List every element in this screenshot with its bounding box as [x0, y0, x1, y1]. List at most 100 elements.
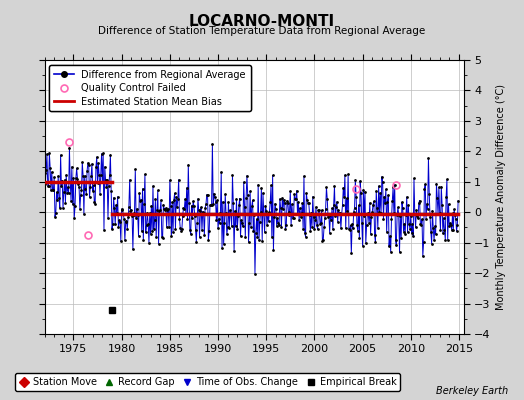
- Point: [108, 226, 116, 232]
- Point: [440, 215, 448, 221]
- Point: [295, 217, 303, 223]
- Point: [307, 210, 315, 216]
- Point: [146, 230, 155, 237]
- Point: [330, 183, 339, 190]
- Point: [92, 164, 100, 170]
- Point: [146, 210, 154, 216]
- Point: [166, 177, 174, 184]
- Point: [234, 213, 242, 220]
- Point: [375, 209, 384, 216]
- Point: [383, 229, 391, 235]
- Point: [419, 253, 427, 260]
- Point: [268, 234, 276, 240]
- Point: [417, 222, 425, 228]
- Point: [387, 216, 396, 222]
- Point: [181, 196, 189, 202]
- Point: [407, 230, 416, 236]
- Point: [299, 226, 308, 232]
- Point: [172, 194, 180, 200]
- Point: [329, 226, 337, 233]
- Point: [210, 190, 218, 197]
- Point: [126, 208, 135, 214]
- Point: [337, 225, 345, 232]
- Point: [45, 150, 53, 156]
- Point: [54, 173, 62, 179]
- Point: [433, 195, 441, 202]
- Point: [277, 205, 285, 211]
- Point: [290, 191, 299, 198]
- Point: [143, 222, 151, 228]
- Point: [41, 181, 50, 188]
- Point: [416, 197, 424, 204]
- Point: [383, 199, 391, 205]
- Point: [145, 240, 153, 246]
- Point: [56, 204, 64, 211]
- Point: [257, 185, 266, 191]
- Point: [278, 195, 287, 201]
- Point: [217, 169, 225, 175]
- Point: [114, 224, 123, 230]
- Point: [89, 187, 97, 194]
- Point: [395, 212, 403, 218]
- Point: [192, 239, 201, 245]
- Point: [82, 191, 91, 197]
- Point: [406, 226, 414, 232]
- Point: [268, 172, 277, 178]
- Point: [161, 206, 169, 213]
- Point: [256, 209, 265, 215]
- Point: [89, 182, 97, 188]
- Point: [219, 199, 227, 205]
- Point: [342, 225, 350, 232]
- Point: [52, 189, 61, 195]
- Point: [196, 208, 204, 214]
- Point: [96, 172, 105, 178]
- Point: [385, 243, 394, 250]
- Point: [108, 220, 117, 227]
- Point: [233, 226, 242, 232]
- Point: [112, 202, 120, 208]
- Point: [302, 190, 311, 196]
- Point: [311, 217, 320, 224]
- Point: [136, 198, 144, 204]
- Point: [170, 190, 179, 196]
- Point: [153, 207, 161, 213]
- Point: [449, 210, 457, 217]
- Point: [80, 211, 88, 217]
- Point: [402, 194, 411, 200]
- Point: [100, 226, 108, 233]
- Point: [125, 204, 133, 210]
- Point: [274, 220, 282, 226]
- Point: [369, 202, 377, 208]
- Point: [182, 185, 191, 191]
- Point: [230, 248, 238, 254]
- Point: [431, 231, 440, 237]
- Point: [348, 221, 356, 227]
- Point: [199, 208, 207, 215]
- Point: [245, 220, 254, 226]
- Point: [141, 171, 149, 178]
- Point: [164, 206, 172, 212]
- Point: [247, 203, 256, 210]
- Point: [244, 192, 252, 199]
- Point: [91, 200, 100, 207]
- Point: [438, 201, 446, 208]
- Y-axis label: Monthly Temperature Anomaly Difference (°C): Monthly Temperature Anomaly Difference (…: [496, 84, 506, 310]
- Point: [431, 223, 439, 229]
- Point: [147, 202, 156, 209]
- Point: [287, 222, 296, 228]
- Point: [351, 177, 359, 183]
- Point: [418, 216, 426, 222]
- Point: [289, 215, 297, 221]
- Point: [447, 227, 456, 233]
- Point: [405, 221, 413, 227]
- Point: [191, 227, 200, 233]
- Point: [269, 247, 278, 253]
- Point: [345, 226, 353, 232]
- Point: [414, 215, 422, 222]
- Point: [260, 229, 269, 236]
- Point: [103, 177, 112, 183]
- Point: [297, 209, 305, 216]
- Point: [365, 219, 373, 226]
- Point: [350, 208, 358, 215]
- Point: [129, 246, 137, 253]
